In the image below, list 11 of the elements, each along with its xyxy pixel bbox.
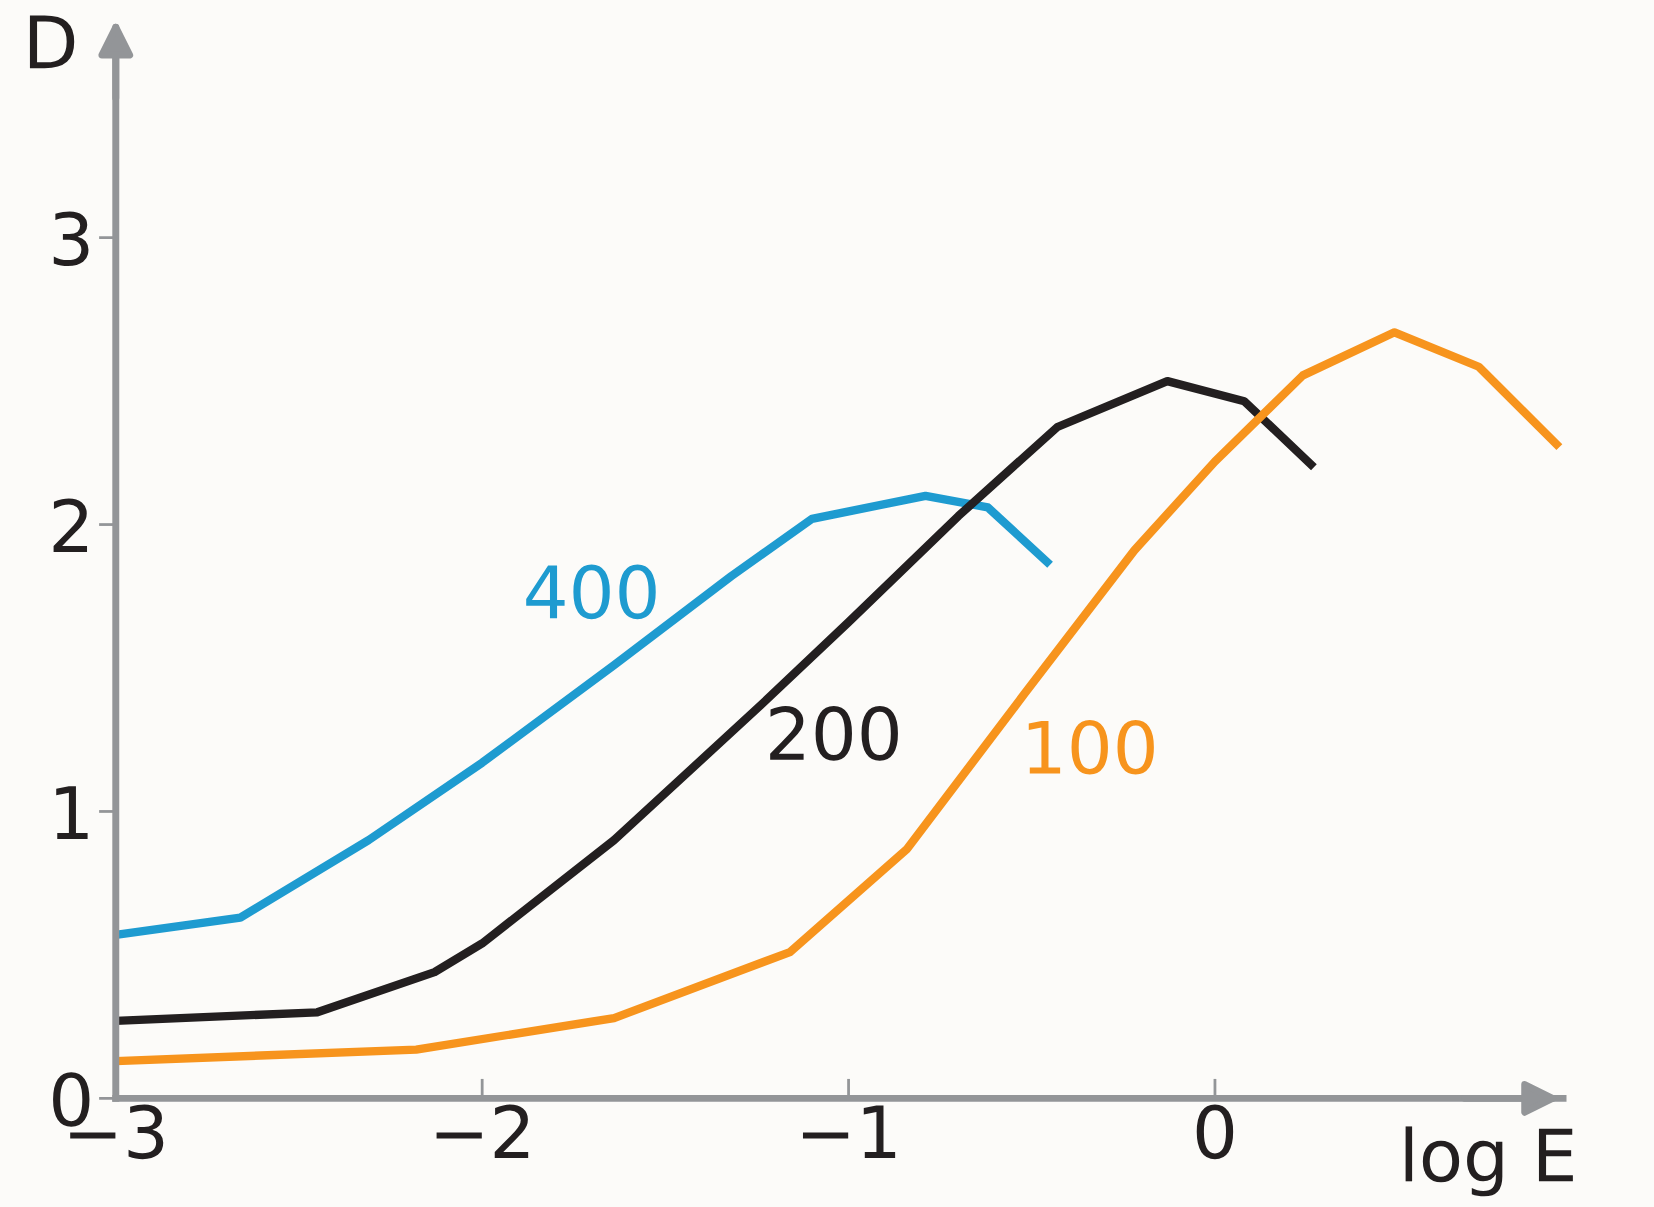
y-tick-label: 3 — [53, 211, 89, 267]
series-label: 200 — [770, 706, 898, 761]
x-tick-label: 0 — [1196, 1104, 1234, 1160]
y-tick-label: 2 — [53, 498, 88, 552]
x-tick-label: −2 — [436, 1104, 529, 1159]
y-axis-title: D — [29, 15, 75, 69]
series-label: 400 — [526, 564, 656, 620]
x-axis-title: log E — [1405, 1126, 1573, 1197]
x-tick-label: −1 — [802, 1105, 896, 1159]
y-tick-label: 1 — [56, 786, 88, 839]
series-label: 100 — [1028, 719, 1154, 775]
